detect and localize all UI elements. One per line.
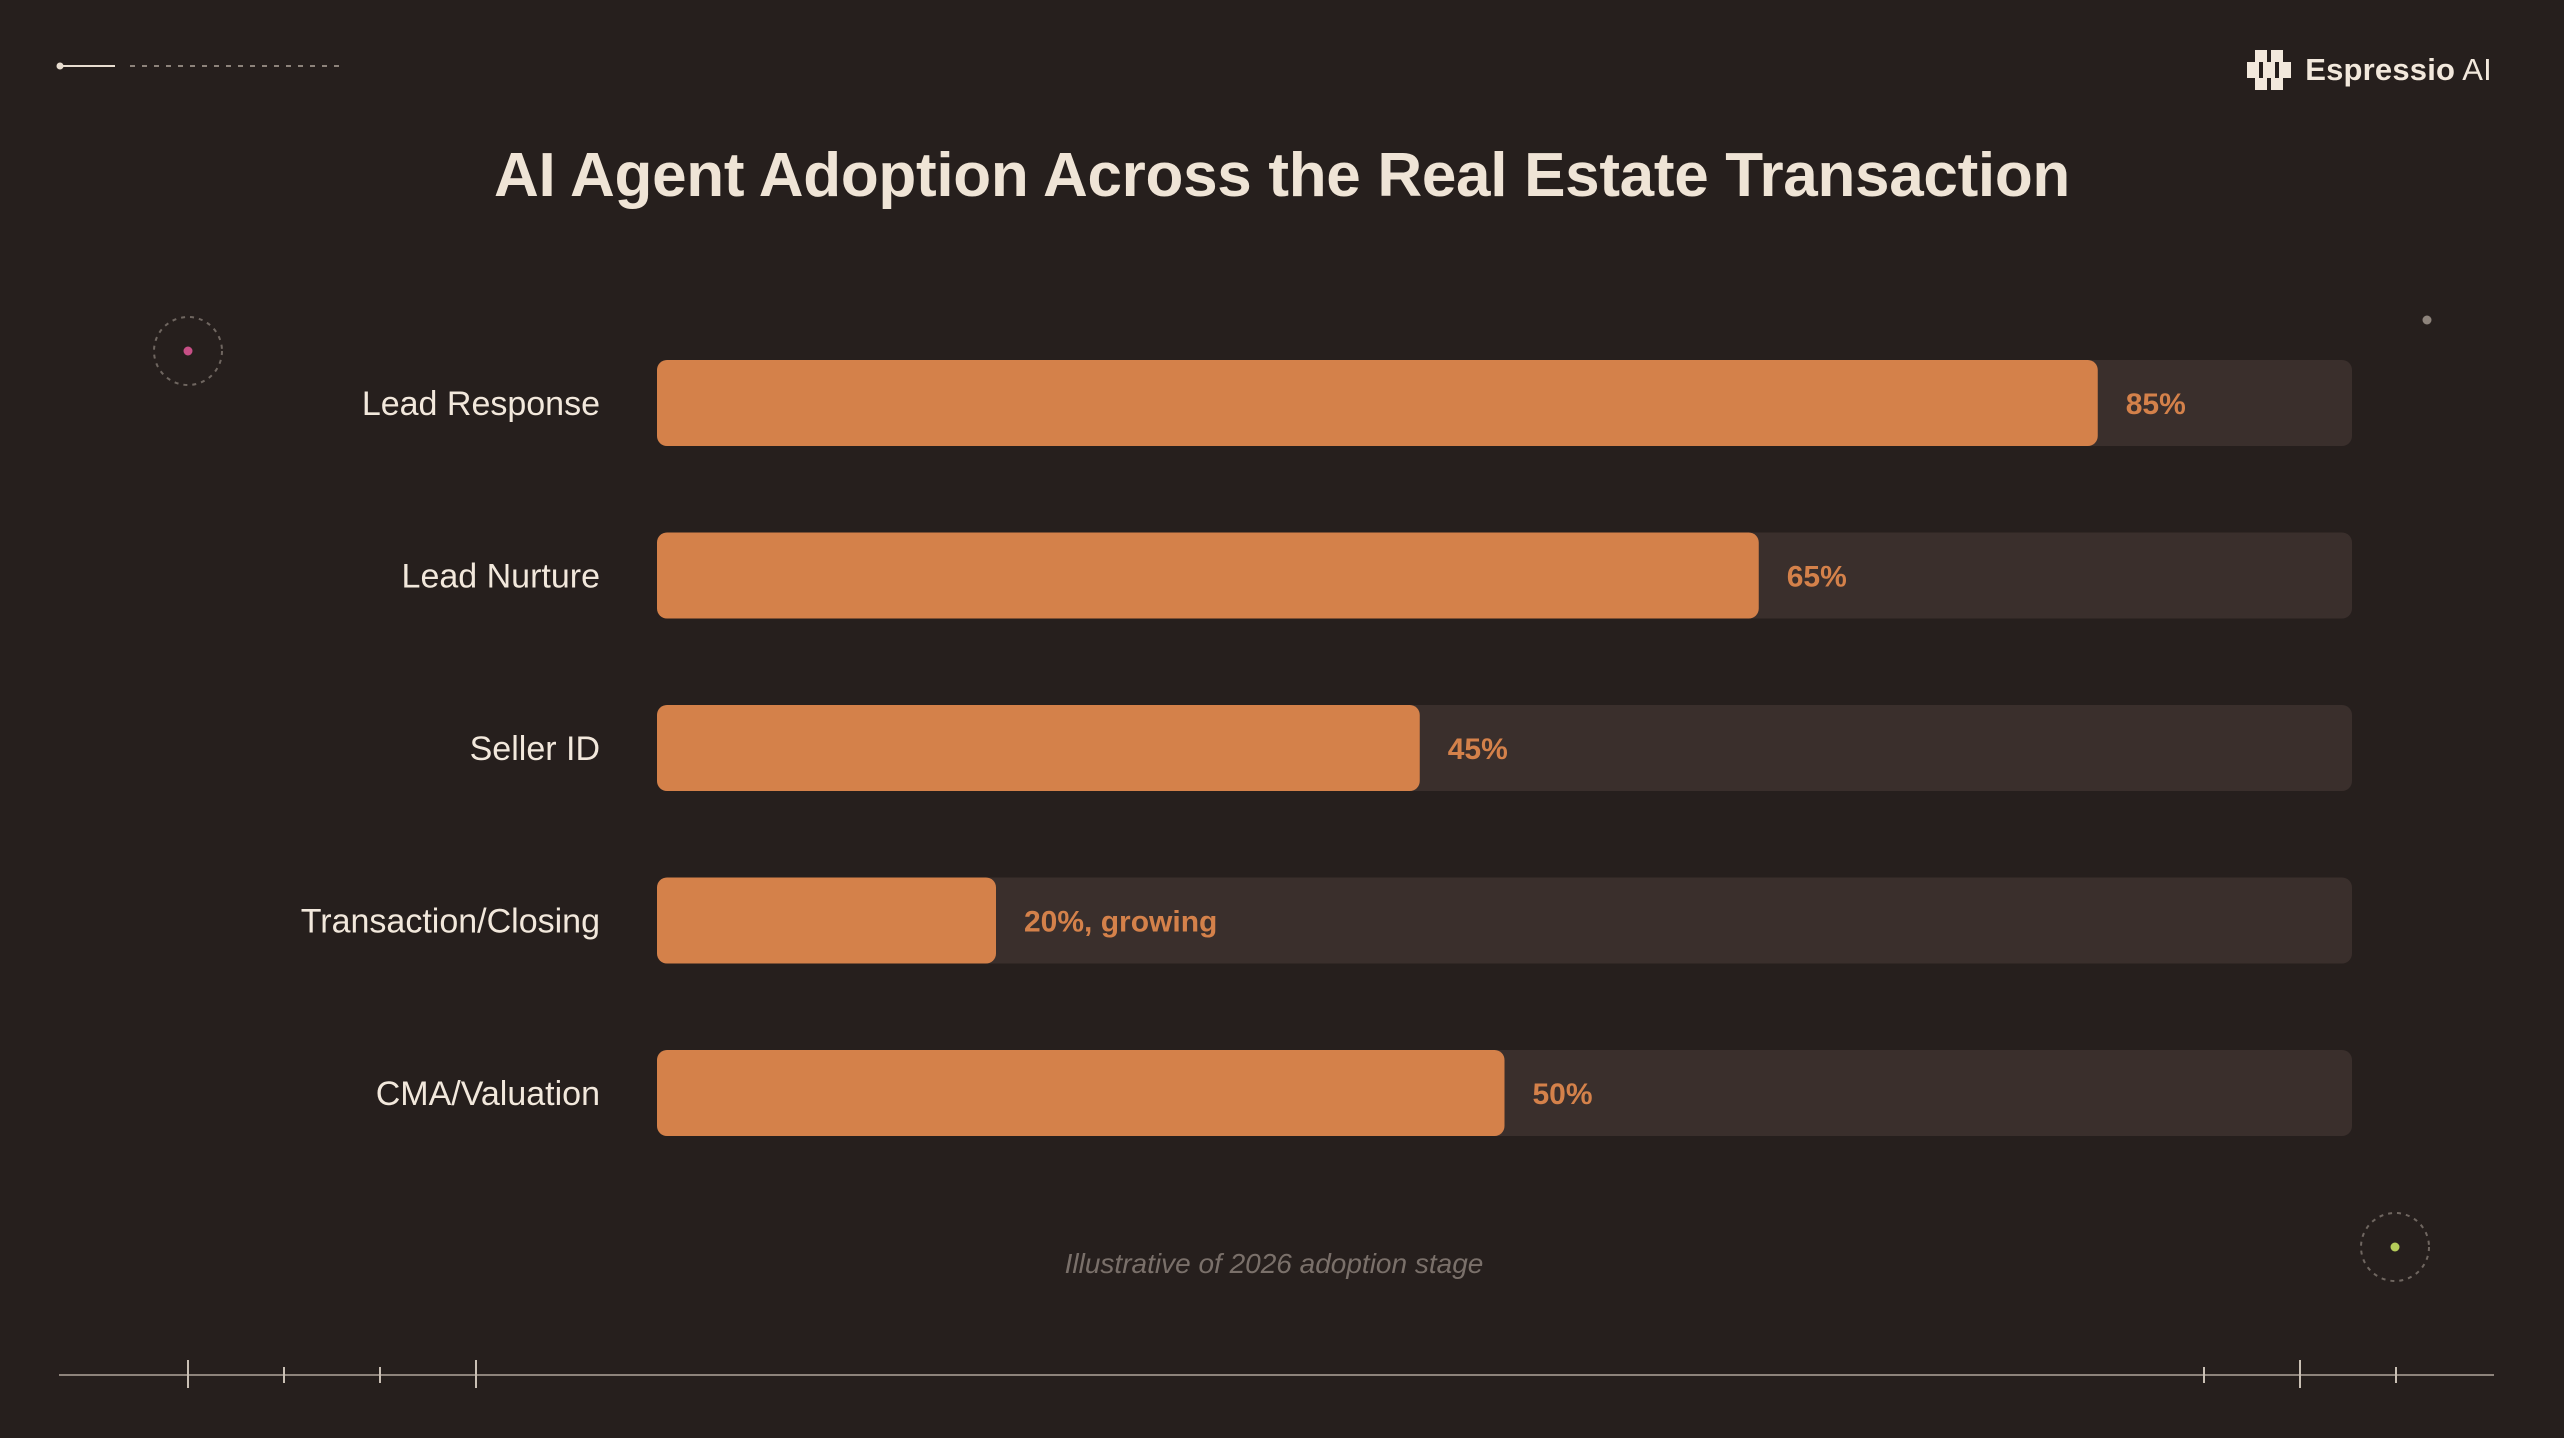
bar — [657, 1050, 1505, 1136]
bar-row: Seller ID 45% — [470, 705, 2352, 791]
value-label: 85% — [2126, 388, 2186, 421]
category-label: Lead Response — [362, 385, 600, 423]
bottom-ruler-decoration — [59, 1360, 2494, 1388]
decorative-ring-green — [2360, 1212, 2430, 1282]
value-label: 45% — [1448, 733, 1508, 766]
category-label: Lead Nurture — [402, 558, 600, 596]
value-label: 50% — [1533, 1078, 1593, 1111]
category-label: CMA/Valuation — [376, 1075, 600, 1113]
top-left-decoration — [56, 62, 345, 70]
category-label: Seller ID — [470, 730, 600, 768]
bar — [657, 360, 2098, 446]
value-label: 20%, growing — [1024, 906, 1217, 939]
bar-row: Lead Nurture 65% — [402, 532, 2352, 619]
pixel-flower-icon — [2247, 50, 2292, 90]
bar-row: CMA/Valuation 50% — [376, 1050, 2352, 1136]
bar-row: Lead Response 85% — [362, 360, 2352, 446]
bar — [657, 705, 1420, 791]
value-label: 65% — [1787, 561, 1847, 594]
bar-row: Transaction/Closing 20%, growing — [301, 877, 2352, 964]
bar-track — [657, 877, 2352, 964]
brand-name: Espressio AI — [2305, 52, 2492, 87]
bar — [657, 532, 1759, 619]
decorative-ring-pink — [153, 316, 223, 386]
brand: Espressio AI — [2247, 50, 2492, 90]
category-label: Transaction/Closing — [301, 903, 600, 941]
bar — [657, 877, 996, 964]
page-title: AI Agent Adoption Across the Real Estate… — [494, 141, 2070, 210]
footnote: Illustrative of 2026 adoption stage — [1064, 1248, 1484, 1279]
decorative-dot-gray — [2422, 315, 2432, 325]
